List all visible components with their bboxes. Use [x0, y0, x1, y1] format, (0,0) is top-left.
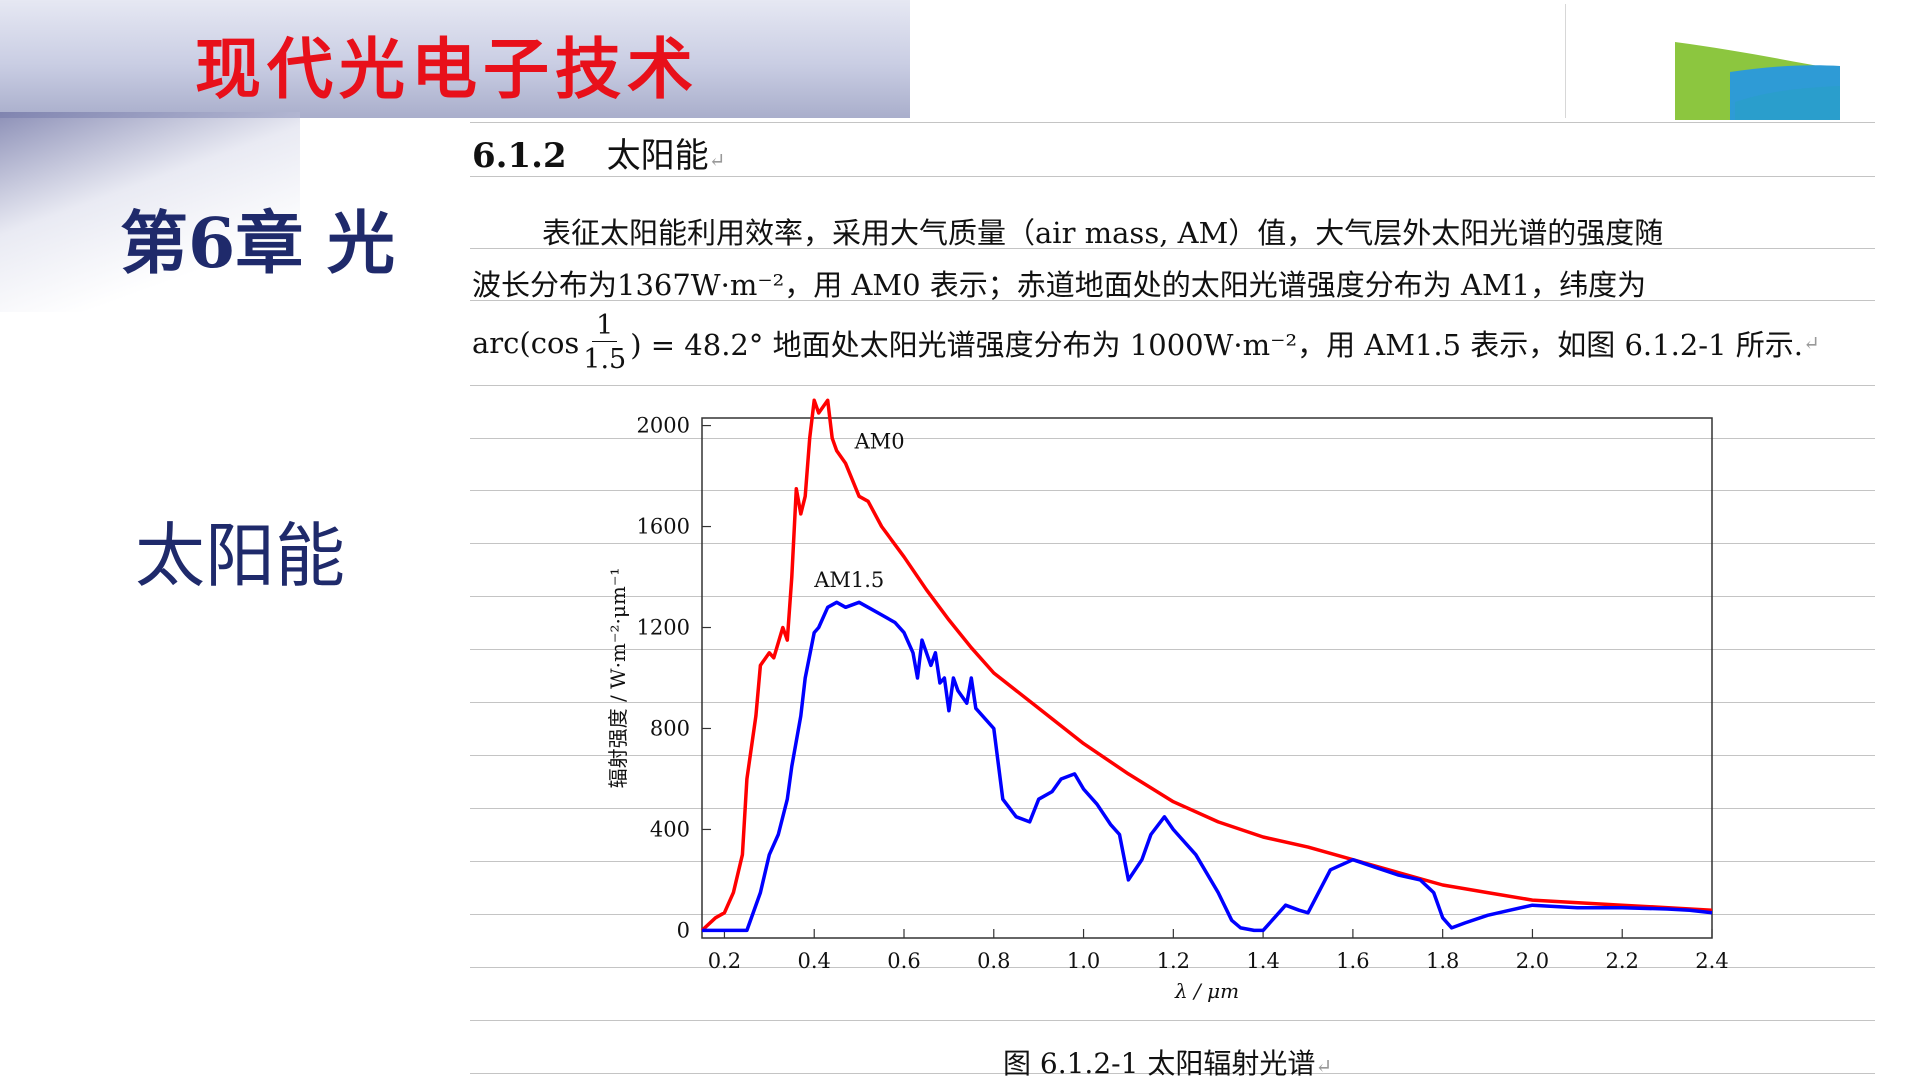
- header-banner: [0, 0, 910, 118]
- x-tick-label: 1.0: [1067, 949, 1100, 973]
- plot-frame: [701, 417, 1713, 939]
- formula: arc(cos 1 1.5 ) = 48.2° 地面处太阳光谱强度分布为 100…: [472, 312, 1820, 373]
- paragraph-text: 波长分布为1367W·m⁻²，用 AM0 表示；赤道地面处的太阳光谱强度分布为 …: [472, 268, 1647, 302]
- return-mark: ↵: [1802, 330, 1820, 355]
- y-tick-label: 800: [650, 716, 690, 740]
- ruled-line: [470, 248, 1875, 249]
- series-label-am15: AM1.5: [813, 568, 884, 592]
- topic-title: 太阳能: [135, 515, 345, 597]
- figure-caption: 图 6.1.2-1 太阳辐射光谱↵: [1003, 1042, 1332, 1082]
- ruled-line: [470, 543, 1875, 544]
- paragraph-line-2: 波长分布为1367W·m⁻²，用 AM0 表示；赤道地面处的太阳光谱强度分布为 …: [472, 262, 1875, 304]
- series-line-am15: [702, 600, 1713, 933]
- return-mark: ↵: [708, 148, 726, 172]
- section-heading: 6.1.2 太阳能↵: [472, 128, 725, 177]
- formula-suffix: ) = 48.2° 地面处太阳光谱强度分布为 1000W·m⁻²，用 AM1.5…: [630, 327, 1803, 362]
- y-tick-label: 0: [677, 918, 690, 942]
- x-tick-label: 1.4: [1246, 949, 1279, 973]
- x-tick-label: 0.2: [708, 949, 741, 973]
- x-tick-label: 2.2: [1606, 949, 1639, 973]
- course-title: 现代光电子技术: [195, 30, 699, 108]
- ruled-line: [470, 596, 1875, 597]
- ruled-line: [470, 176, 1875, 177]
- x-tick-label: 1.2: [1157, 949, 1190, 973]
- ruled-line: [470, 385, 1875, 386]
- y-tick-label: 2000: [637, 414, 690, 438]
- ruled-line: [470, 861, 1875, 862]
- ruled-line: [470, 1073, 1875, 1074]
- x-tick-label: 0.6: [887, 949, 920, 973]
- formula-prefix: arc(cos: [472, 325, 580, 360]
- ruled-line: [470, 914, 1875, 915]
- x-axis-label: λ / μm: [1174, 979, 1239, 1003]
- paragraph-line-1: 表征太阳能利用效率，采用大气质量（air mass, AM）值，大气层外太阳光谱…: [472, 210, 1875, 252]
- paragraph-text: 表征太阳能利用效率，采用大气质量（air mass, AM）值，大气层外太阳光谱…: [542, 216, 1664, 250]
- x-tick-label: 1.8: [1426, 949, 1459, 973]
- fraction-numerator: 1: [592, 312, 618, 342]
- ruled-line: [470, 808, 1875, 809]
- x-tick-label: 0.4: [798, 949, 831, 973]
- ruled-line: [470, 438, 1875, 439]
- ruled-line: [470, 967, 1875, 968]
- section-title: 太阳能: [606, 136, 709, 176]
- y-tick-label: 1200: [637, 616, 690, 640]
- fraction-denominator: 1.5: [583, 344, 627, 375]
- x-tick-label: 2.4: [1695, 949, 1728, 973]
- header-divider: [1565, 4, 1566, 118]
- section-number: 6.1.2: [472, 136, 567, 176]
- x-tick-label: 2.0: [1516, 949, 1549, 973]
- ruled-line: [470, 1020, 1875, 1021]
- return-mark: ↵: [1315, 1054, 1333, 1078]
- x-tick-label: 1.6: [1336, 949, 1369, 973]
- fraction: 1 1.5: [583, 312, 626, 373]
- series-label-am0: AM0: [854, 429, 905, 453]
- ruled-line: [470, 649, 1875, 650]
- ruled-line: [470, 755, 1875, 756]
- ruled-line: [470, 122, 1875, 123]
- banner-shade: [0, 112, 300, 312]
- logo-icon: [1675, 42, 1840, 120]
- y-tick-label: 1600: [637, 515, 690, 539]
- ruled-line: [470, 300, 1875, 301]
- ruled-line: [470, 702, 1875, 703]
- y-axis-label: 辐射强度 / W·m⁻²·μm⁻¹: [606, 568, 630, 789]
- paragraph-line-3: arc(cos 1 1.5 ) = 48.2° 地面处太阳光谱强度分布为 100…: [472, 312, 1875, 373]
- y-tick-label: 400: [650, 817, 690, 841]
- x-tick-label: 0.8: [977, 949, 1010, 973]
- figure-caption-text: 图 6.1.2-1 太阳辐射光谱: [1003, 1047, 1316, 1080]
- series-line-am0: [700, 398, 1713, 932]
- ruled-line: [470, 490, 1875, 491]
- chapter-title: 第6章 光: [120, 204, 395, 284]
